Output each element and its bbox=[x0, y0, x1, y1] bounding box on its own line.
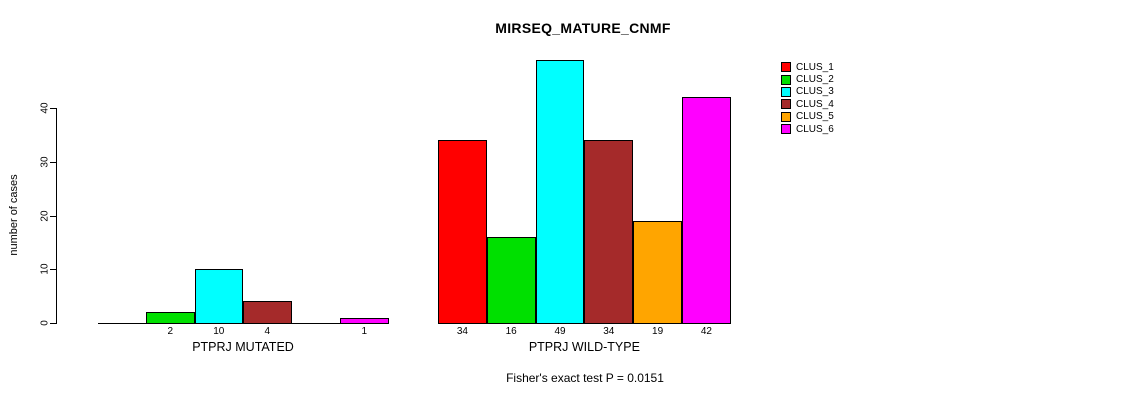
bar-count-label: 1 bbox=[361, 326, 368, 337]
legend: CLUS_1 CLUS_2 CLUS_3 CLUS_4 CLUS_5 CLUS_6 bbox=[781, 61, 834, 135]
legend-row-CLUS_1: CLUS_1 bbox=[781, 61, 834, 73]
group-label-mutated: PTPRJ MUTATED bbox=[192, 340, 294, 354]
bar-CLUS_6-mutated bbox=[340, 318, 389, 324]
bar-CLUS_6-wild-type bbox=[682, 97, 731, 324]
y-tick-label: 10 bbox=[39, 263, 51, 275]
bar-count-label: 34 bbox=[456, 326, 468, 337]
group-label-wild-type: PTPRJ WILD-TYPE bbox=[528, 340, 640, 354]
y-tick bbox=[50, 323, 56, 324]
bar-CLUS_4-wild-type bbox=[584, 140, 634, 324]
y-tick-label: 30 bbox=[39, 156, 51, 168]
bar-count-label: 49 bbox=[554, 326, 566, 337]
legend-label: CLUS_6 bbox=[796, 123, 834, 135]
bar-count-label: 16 bbox=[505, 326, 517, 337]
bar-count-label: 42 bbox=[700, 326, 712, 337]
legend-swatch-CLUS_3 bbox=[781, 86, 791, 97]
legend-label: CLUS_3 bbox=[796, 86, 834, 98]
y-tick bbox=[50, 108, 56, 109]
bar-count-label: 2 bbox=[167, 326, 174, 337]
bar-count-label: 10 bbox=[213, 326, 225, 337]
bar-count-label: 34 bbox=[603, 326, 615, 337]
legend-swatch-CLUS_6 bbox=[781, 124, 791, 135]
y-tick bbox=[50, 215, 56, 217]
bar-CLUS_2-mutated bbox=[146, 312, 195, 324]
bar-CLUS_3-mutated bbox=[194, 269, 243, 324]
legend-swatch-CLUS_5 bbox=[781, 111, 791, 122]
legend-swatch-CLUS_4 bbox=[781, 99, 791, 110]
legend-label: CLUS_5 bbox=[796, 111, 834, 123]
y-tick bbox=[50, 161, 56, 163]
y-axis-label: number of cases bbox=[8, 174, 20, 256]
legend-row-CLUS_6: CLUS_6 bbox=[781, 123, 834, 135]
legend-label: CLUS_2 bbox=[796, 74, 834, 86]
legend-row-CLUS_5: CLUS_5 bbox=[781, 111, 834, 123]
bar-CLUS_5-wild-type bbox=[633, 221, 682, 324]
y-tick-label: 0 bbox=[39, 320, 51, 326]
bar-CLUS_1-wild-type bbox=[438, 140, 487, 324]
legend-row-CLUS_4: CLUS_4 bbox=[781, 98, 834, 110]
legend-row-CLUS_2: CLUS_2 bbox=[781, 73, 834, 85]
y-tick-label: 20 bbox=[39, 209, 51, 222]
y-tick bbox=[50, 269, 56, 271]
bar-CLUS_2-wild-type bbox=[486, 237, 536, 324]
legend-label: CLUS_4 bbox=[796, 98, 834, 110]
bar-count-label: 19 bbox=[652, 326, 664, 337]
bar-count-label: 4 bbox=[264, 326, 271, 337]
legend-row-CLUS_3: CLUS_3 bbox=[781, 86, 834, 98]
y-tick-label: 40 bbox=[39, 102, 51, 114]
bar-CLUS_4-mutated bbox=[243, 301, 292, 324]
fisher-test-annotation: Fisher's exact test P = 0.0151 bbox=[506, 371, 664, 385]
y-axis-line bbox=[56, 108, 57, 324]
legend-label: CLUS_1 bbox=[796, 61, 834, 73]
legend-swatch-CLUS_1 bbox=[781, 62, 791, 73]
legend-swatch-CLUS_2 bbox=[781, 74, 791, 85]
chart-title: MIRSEQ_MATURE_CNMF bbox=[495, 20, 671, 36]
bar-CLUS_3-wild-type bbox=[535, 60, 585, 324]
